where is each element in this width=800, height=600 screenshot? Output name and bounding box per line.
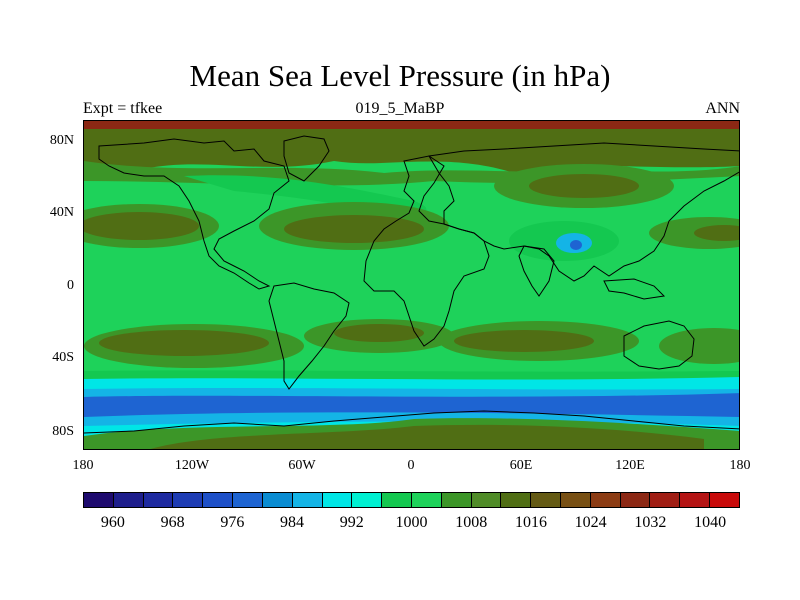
x-tick-0: 0 [407, 458, 415, 473]
map-title: Mean Sea Level Pressure (in hPa) [189, 58, 611, 93]
colorbar-label: 992 [339, 514, 364, 531]
colorbar-swatch [84, 493, 114, 507]
experiment-label: Expt = tfkee [83, 100, 163, 117]
colorbar-label: 1040 [694, 514, 727, 531]
colorbar-swatch [561, 493, 591, 507]
colorbar-swatch [262, 493, 293, 507]
y-tick-40s: 40S [52, 350, 74, 365]
colorbar-label: 1016 [514, 514, 547, 531]
colorbar-swatch [292, 493, 323, 507]
x-tick-60w: 60W [288, 458, 316, 473]
colorbar-swatch [471, 493, 502, 507]
colorbar-swatch [352, 493, 383, 507]
colorbar-label: 960 [100, 514, 125, 531]
colorbar-label: 1008 [455, 514, 488, 531]
colorbar-swatch [143, 493, 174, 507]
x-tick-180w: 180 [72, 458, 94, 473]
colorbar-label: 976 [220, 514, 245, 531]
colorbar-label: 1032 [634, 514, 667, 531]
colorbar-swatch [441, 493, 472, 507]
pressure-contour-plot [84, 121, 739, 449]
x-tick-120e: 120E [615, 458, 645, 473]
colorbar-swatch [531, 493, 561, 507]
x-tick-120w: 120W [174, 458, 210, 473]
x-tick-60e: 60E [509, 458, 533, 473]
colorbar-swatch [411, 493, 442, 507]
colorbar-swatch [173, 493, 204, 507]
colorbar-swatch [680, 493, 711, 507]
colorbar-swatch [710, 493, 739, 507]
colorbar-swatch [233, 493, 263, 507]
y-tick-40n: 40N [49, 205, 74, 220]
y-tick-80s: 80S [52, 424, 74, 439]
y-tick-80n: 80N [49, 133, 74, 148]
colorbar-swatch [382, 493, 412, 507]
x-tick-180e: 180 [729, 458, 751, 473]
colorbar-swatch [620, 493, 651, 507]
colorbar-swatch [590, 493, 621, 507]
pressure-map [83, 120, 740, 450]
period-label: 019_5_MaBP [355, 100, 445, 117]
colorbar [83, 492, 740, 508]
colorbar-swatch [501, 493, 532, 507]
colorbar-swatch [203, 493, 234, 507]
colorbar-swatch [322, 493, 353, 507]
colorbar-label: 984 [280, 514, 305, 531]
y-tick-0: 0 [67, 278, 74, 293]
season-label: ANN [705, 100, 740, 117]
colorbar-swatch [650, 493, 681, 507]
colorbar-label: 968 [160, 514, 185, 531]
colorbar-label: 1000 [395, 514, 428, 531]
colorbar-swatch [113, 493, 144, 507]
colorbar-label: 1024 [574, 514, 607, 531]
